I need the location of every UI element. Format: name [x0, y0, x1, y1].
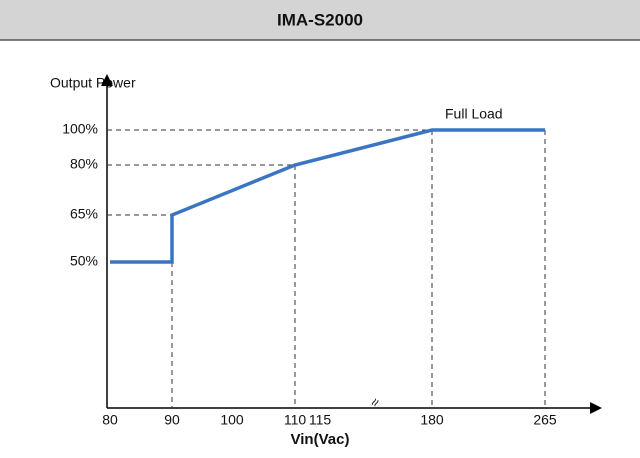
- chart-title: IMA-S2000: [277, 10, 363, 29]
- y-tick-label: 80%: [70, 156, 98, 172]
- x-tick-label: 90: [164, 412, 180, 428]
- x-tick-label: 180: [420, 412, 444, 428]
- y-axis-arrow: [101, 74, 113, 86]
- y-tick-label: 100%: [62, 121, 98, 137]
- x-tick-label: 80: [102, 412, 118, 428]
- line-series: [110, 128, 545, 264]
- y-tick-label: 65%: [70, 206, 98, 222]
- y-axis-label: Output Power: [50, 75, 136, 91]
- y-tick-label: 50%: [70, 253, 98, 269]
- x-tick-label: 100: [220, 412, 244, 428]
- annotation: Full Load: [445, 106, 503, 122]
- x-axis-label: Vin(Vac): [291, 431, 350, 448]
- x-tick-label: 265: [533, 412, 557, 428]
- header-bar: [0, 0, 640, 40]
- x-tick-label: 115: [309, 412, 332, 428]
- x-axis-arrow: [590, 402, 602, 414]
- x-tick-label: 110: [284, 412, 307, 428]
